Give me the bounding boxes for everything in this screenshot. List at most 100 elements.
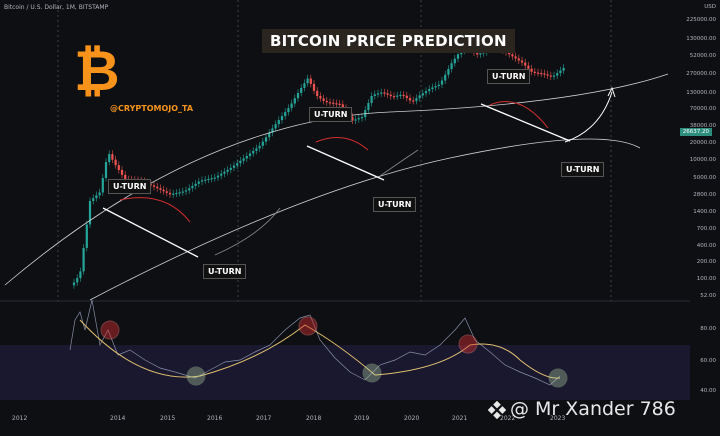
time-axis-label: 2021: [452, 415, 468, 422]
candle: [357, 118, 360, 120]
candle: [296, 92, 300, 99]
candle: [200, 180, 204, 182]
candle: [450, 63, 453, 70]
trendline: [102, 207, 199, 258]
candle: [309, 78, 312, 84]
candle: [184, 190, 188, 192]
candle: [239, 160, 242, 164]
candle: [79, 271, 82, 279]
trendline: [306, 145, 385, 181]
uturn-label: U-TURN: [108, 179, 152, 194]
candle: [178, 192, 181, 194]
candle: [530, 68, 533, 72]
current-price-badge: 26637.20: [679, 128, 712, 136]
price-axis-label: 52.00: [700, 293, 716, 299]
candle: [389, 94, 392, 97]
candle: [175, 192, 178, 195]
candle: [328, 102, 332, 104]
candle: [514, 56, 517, 59]
overbought-marker: [298, 316, 318, 336]
candle: [354, 119, 357, 121]
candle: [479, 53, 482, 55]
uturn-label: U-TURN: [373, 197, 417, 212]
candle: [191, 185, 194, 189]
uturn-label: U-TURN: [203, 264, 247, 279]
candle: [72, 282, 76, 286]
candle: [223, 171, 226, 174]
candle: [380, 92, 383, 94]
candle: [204, 179, 207, 181]
uturn-label: U-TURN: [561, 162, 605, 177]
uturn-label: U-TURN: [487, 69, 531, 84]
rsi-axis-label: 40.00: [700, 388, 716, 394]
candle: [338, 103, 341, 105]
candle: [245, 156, 248, 159]
candle: [280, 116, 284, 121]
candle: [287, 108, 290, 113]
candle: [268, 132, 271, 138]
overbought-marker: [458, 334, 478, 354]
candle: [444, 74, 447, 81]
candle: [284, 112, 287, 117]
candle: [332, 102, 335, 104]
price-axis-label: 1400.00: [693, 209, 716, 215]
uturn-arc: [119, 197, 191, 223]
candle: [476, 52, 479, 55]
candle: [114, 159, 117, 166]
candle: [232, 165, 236, 168]
candle: [383, 92, 386, 94]
bitcoin-logo-icon: ₿: [74, 39, 120, 104]
price-axis-label: 130000.00: [686, 36, 716, 42]
candle: [88, 201, 92, 225]
candle: [162, 189, 165, 192]
price-axis-label: 52000.00: [689, 53, 716, 59]
candle: [120, 170, 124, 175]
candle: [447, 69, 450, 75]
price-axis-label: 2800.00: [693, 192, 716, 198]
candle: [367, 103, 370, 111]
candle: [408, 98, 412, 101]
candle: [306, 78, 309, 84]
candle: [271, 128, 274, 133]
price-axis-label: 38000.00: [689, 123, 716, 129]
candle: [220, 173, 223, 176]
rsi-ma-line: [79, 319, 561, 379]
candle: [552, 75, 556, 77]
candle: [111, 154, 114, 160]
price-axis-label: 5000.00: [693, 175, 716, 181]
candle: [434, 86, 437, 88]
price-axis-label: 225000.00: [686, 17, 716, 23]
candle: [101, 178, 104, 193]
candle: [229, 167, 232, 170]
candle: [213, 177, 216, 179]
candle: [98, 192, 101, 196]
candle: [556, 73, 559, 76]
price-axis-label: 70000.00: [689, 106, 716, 112]
candle: [319, 96, 322, 99]
candle: [559, 70, 562, 74]
time-axis-label: 2016: [207, 415, 223, 422]
candle: [290, 103, 293, 109]
projection-arrow: [564, 91, 613, 143]
candle: [437, 84, 440, 87]
candle: [527, 65, 530, 69]
candle: [300, 87, 303, 93]
uturn-arc: [315, 137, 369, 151]
candle: [236, 163, 239, 166]
candle: [181, 191, 184, 193]
candle: [108, 154, 111, 163]
page-title: BITCOIN PRICE PREDICTION: [262, 29, 515, 53]
candle: [360, 117, 364, 119]
candle: [536, 72, 540, 74]
rsi-band: [0, 345, 690, 400]
candle: [261, 141, 264, 146]
candle: [168, 192, 172, 195]
candle: [85, 224, 88, 248]
candle: [92, 198, 95, 202]
candle: [456, 54, 460, 59]
candle: [312, 83, 316, 91]
time-axis-label: 2019: [354, 415, 370, 422]
price-axis-label: 130000.00: [686, 90, 716, 96]
